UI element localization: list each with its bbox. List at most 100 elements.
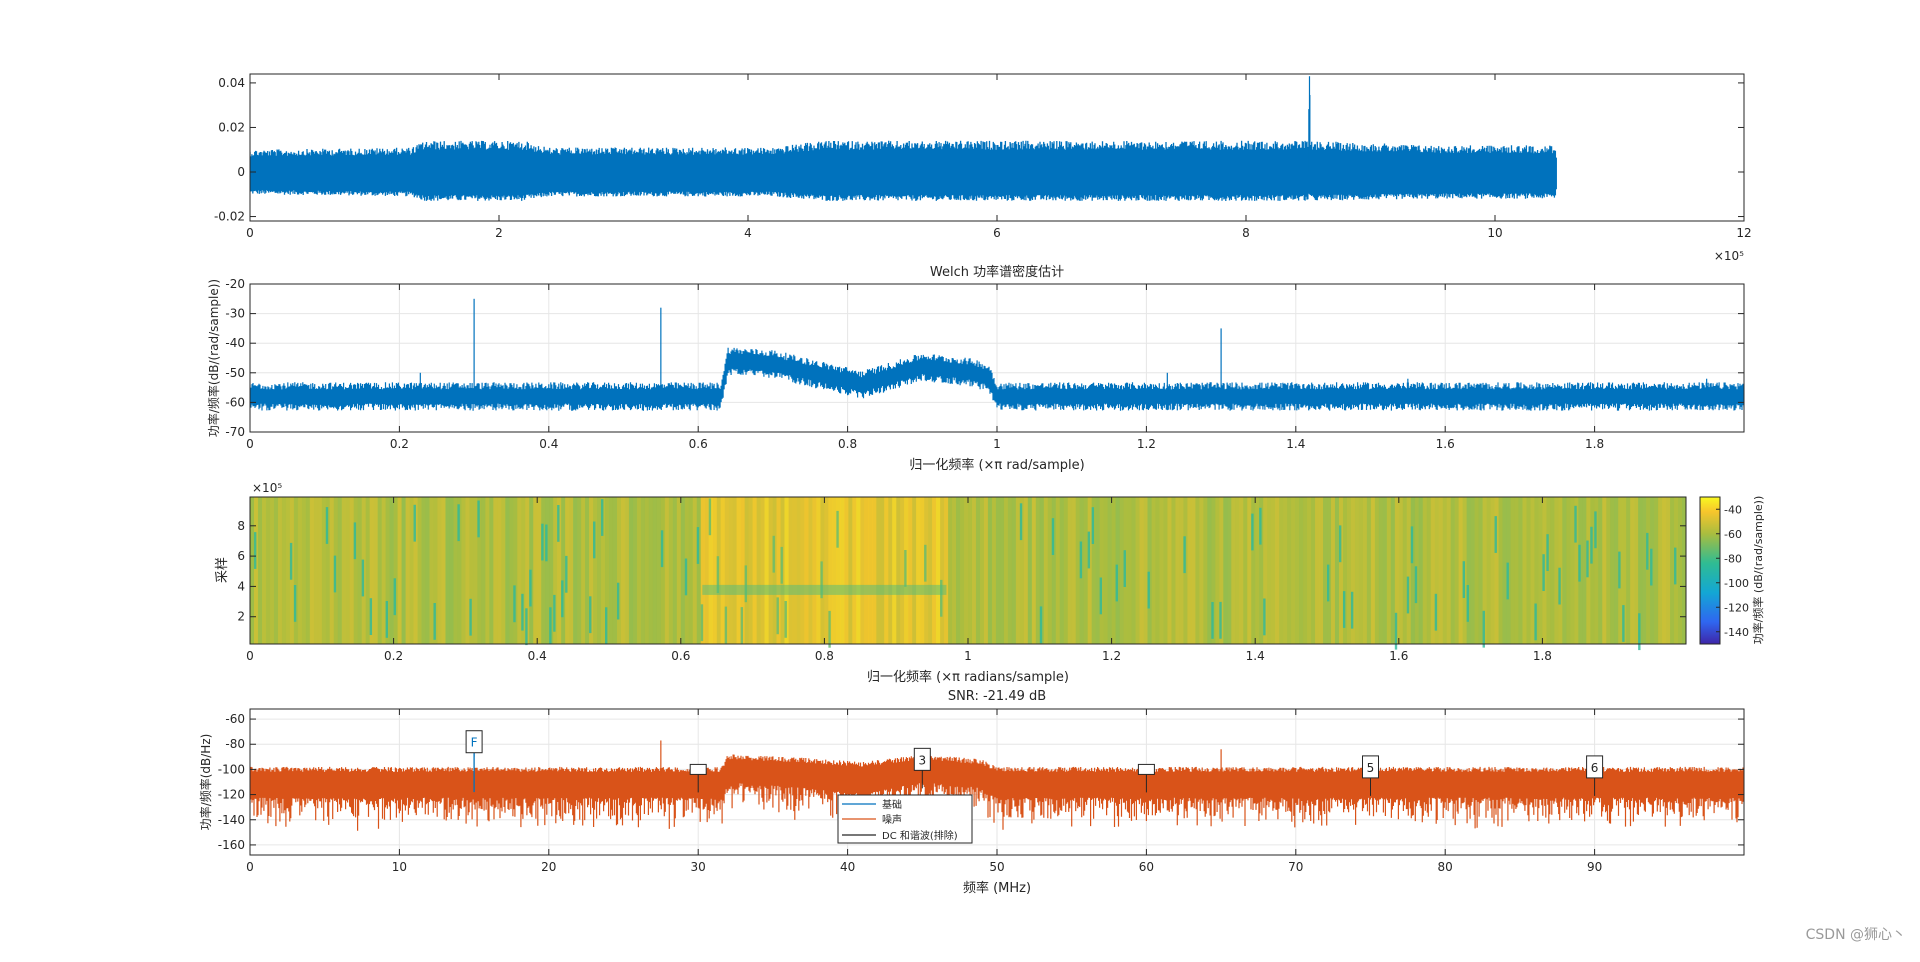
- spectrogram-column: [1267, 497, 1272, 644]
- spectrogram-column: [413, 497, 418, 644]
- spectrogram-streak: [772, 535, 775, 573]
- p2-ytick-label: -60: [225, 395, 245, 409]
- spectrogram-column: [636, 497, 642, 644]
- spectrogram-streak: [1618, 551, 1621, 589]
- spectrogram-column: [676, 497, 682, 644]
- spectrogram-column: [764, 497, 769, 644]
- spectrogram-column: [605, 497, 610, 644]
- spectrogram-column: [1067, 497, 1073, 644]
- spectrogram-streak: [1466, 585, 1469, 622]
- spectrogram-column: [1398, 497, 1404, 644]
- spectrogram-streak: [1327, 564, 1330, 602]
- spectrogram-column: [1370, 497, 1376, 644]
- marker-box: [913, 747, 931, 771]
- spectrogram-column: [505, 497, 510, 644]
- spectrogram-column: [1163, 497, 1168, 644]
- spectrogram-column: [593, 497, 598, 644]
- spectrogram-column: [908, 497, 913, 644]
- spectrogram-column: [1211, 497, 1216, 644]
- p2-ytick-label: -30: [225, 307, 245, 321]
- spectrogram-column: [892, 497, 897, 644]
- noise-series: [250, 754, 1744, 831]
- p4-ytick-label: -80: [225, 737, 245, 751]
- spectrogram-streak: [1259, 507, 1262, 545]
- spectrogram-streak: [744, 565, 748, 603]
- spectrogram-column: [1279, 497, 1284, 644]
- p4-ytick-label: -120: [218, 788, 245, 802]
- spectrogram-streak: [529, 569, 532, 607]
- panel-3-y-exponent: ×10⁵: [252, 481, 282, 495]
- spectrogram-streak: [1342, 591, 1346, 628]
- spectrogram-streak: [1183, 536, 1186, 574]
- spectrogram-column: [956, 497, 961, 644]
- spectrogram-column: [1151, 497, 1156, 644]
- spectrogram-column: [768, 497, 773, 644]
- spectrogram-column: [401, 497, 406, 644]
- spectrogram-column: [1334, 497, 1340, 644]
- spectrogram-streak: [553, 594, 556, 632]
- spectrogram-column: [469, 497, 474, 644]
- spectrogram-streak: [1638, 613, 1641, 651]
- spectrogram-column: [1442, 497, 1447, 644]
- spectrogram-column: [561, 497, 566, 644]
- p1-ytick-label: 0: [237, 165, 245, 179]
- spectrogram-streak: [1558, 567, 1561, 605]
- spectrogram-streak: [820, 561, 823, 599]
- spectrogram-column: [1171, 497, 1176, 644]
- p2-xtick-label: 0.8: [838, 437, 857, 451]
- spectrogram-streak: [469, 598, 472, 636]
- spectrogram-column: [321, 497, 327, 644]
- spectrogram-column: [1051, 497, 1057, 644]
- panel-2-plot-area: [250, 298, 1744, 411]
- spectrogram-streak: [369, 598, 373, 635]
- spectrogram-column: [353, 497, 358, 644]
- p3-ytick-label: 2: [237, 610, 245, 624]
- panel-1-plot-area: [250, 76, 1557, 201]
- spectrogram-column: [1023, 497, 1029, 644]
- spectrogram-column: [329, 497, 335, 644]
- spectrogram-streak: [1622, 605, 1625, 642]
- spectrogram-column: [948, 497, 953, 644]
- spectrogram-streak: [1019, 503, 1023, 541]
- panel-2-welch-psd: Welch 功率谱密度估计 0 0.2 0.4 0.6 0.8 1 1.2 1.4 1.6 1.8…: [206, 264, 1745, 473]
- spectrogram-column: [880, 497, 885, 644]
- spectrogram-column: [501, 497, 506, 644]
- p3-xtick-label: 1.4: [1246, 649, 1265, 663]
- spectrogram-column: [884, 497, 889, 644]
- p2-ytick-label: -20: [225, 277, 245, 291]
- panel-4-title: SNR: -21.49 dB: [948, 689, 1046, 704]
- spectrogram-column: [545, 497, 550, 644]
- p2-xtick-label: 1: [993, 437, 1001, 451]
- spectrogram-column: [1039, 497, 1045, 644]
- spectrogram-streak: [716, 556, 720, 593]
- spectrogram-column: [1155, 497, 1160, 644]
- p3-ytick-label: 4: [237, 579, 245, 593]
- spectrogram-column: [393, 497, 398, 644]
- panel-3-xlabel: 归一化频率 (×π radians/sample): [867, 669, 1069, 685]
- spectrogram-column: [1346, 497, 1352, 644]
- spectrogram-streak: [1406, 576, 1410, 614]
- spectrogram-column: [960, 497, 965, 644]
- spectrogram-column: [1055, 497, 1061, 644]
- spectrogram-column: [1350, 497, 1356, 644]
- spectrogram-column: [341, 497, 347, 644]
- spectrogram-column: [1390, 497, 1396, 644]
- spectrogram-column: [916, 497, 921, 644]
- spectrogram-column: [616, 497, 622, 644]
- spectrogram-column: [1494, 497, 1499, 644]
- spectrogram-streak: [924, 544, 927, 582]
- psd-series: [250, 347, 1744, 411]
- spectrogram-streak: [1039, 606, 1043, 644]
- spectrogram-column: [968, 497, 973, 644]
- spectrogram-column: [1247, 497, 1252, 644]
- spectrogram-column: [589, 497, 594, 644]
- spectrogram-column: [1630, 497, 1635, 644]
- spectrogram-column: [1642, 497, 1647, 644]
- spectrogram-streak: [561, 580, 564, 618]
- spectrogram-column: [1087, 497, 1092, 644]
- spectrogram-column: [1187, 497, 1192, 644]
- panel-4-legend[interactable]: 基础 噪声 DC 和谐波(排除): [837, 794, 973, 844]
- spectrogram-column: [1047, 497, 1053, 644]
- spectrogram-column: [369, 497, 374, 644]
- spectrogram-streak: [601, 499, 604, 536]
